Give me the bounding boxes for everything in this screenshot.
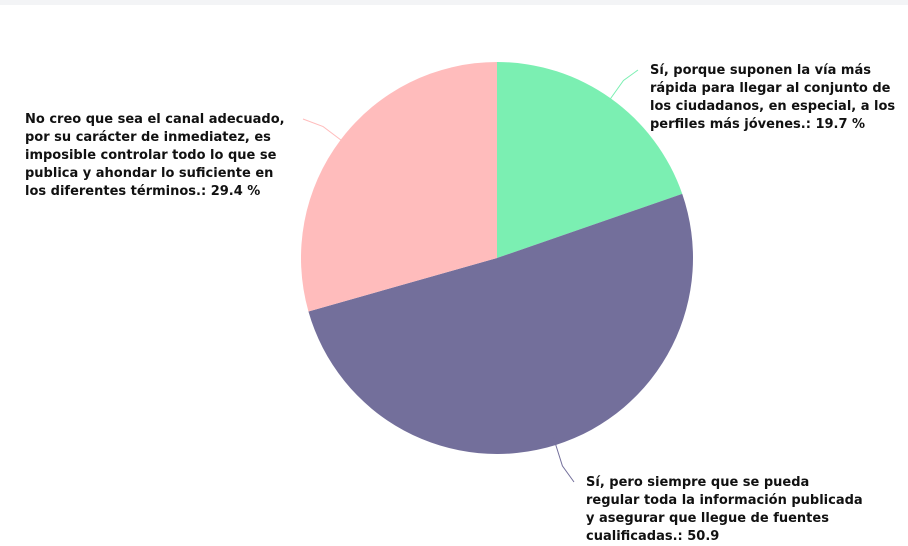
- value-label: : 19.7 %: [805, 117, 866, 132]
- category-label: Sí, pero siempre que se pueda regular to…: [586, 475, 863, 544]
- slice-label: Sí, porque suponen la vía más rápida par…: [650, 62, 908, 134]
- pie-slice: [308, 193, 693, 454]
- value-label: : 29.4 %: [200, 184, 261, 199]
- category-label: No creo que sea el canal adecuado, por s…: [25, 112, 285, 199]
- top-bar: [0, 0, 908, 5]
- slice-label: Sí, pero siempre que se pueda regular to…: [586, 474, 866, 546]
- value-label: : 50.9: [677, 529, 720, 544]
- category-label: Sí, porque suponen la vía más rápida par…: [650, 63, 896, 132]
- pie-slice: [300, 62, 497, 312]
- leader-line: [302, 118, 348, 146]
- pie-slice: [497, 62, 683, 258]
- leader-line: [552, 437, 575, 483]
- slice-label: No creo que sea el canal adecuado, por s…: [25, 111, 295, 201]
- leader-line: [605, 69, 639, 106]
